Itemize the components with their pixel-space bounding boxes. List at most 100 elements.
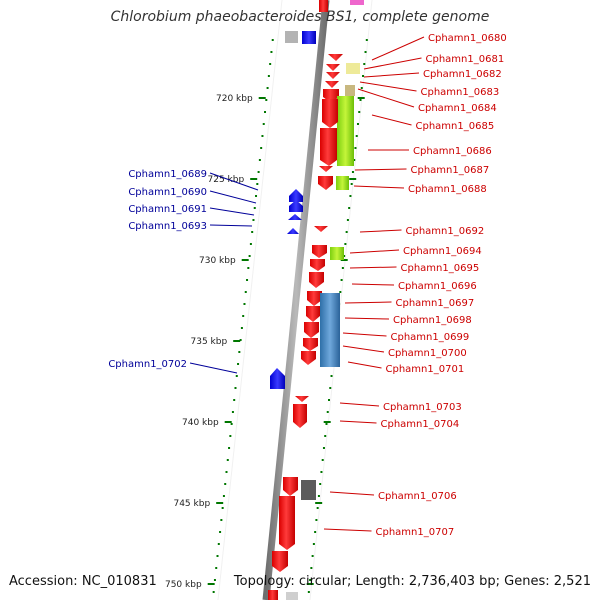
gene-feature-0707[interactable] [279,496,295,550]
gene-feature-steel-block[interactable] [320,293,340,367]
gene-feature-green-long[interactable] [337,96,354,166]
leader-line [209,190,257,204]
label-leaders [189,36,425,532]
gene-feature-partial-bottom[interactable] [268,590,278,600]
gene-labels: Cphamn1_0680 Cphamn1_0681 Cphamn1_0682 Cpha… [108,33,506,538]
leader-line [359,81,417,92]
gene-feature-0688-a[interactable] [319,166,333,172]
gene-feature-0706[interactable] [283,477,298,496]
leader-line [339,402,380,407]
gene-feature-0688[interactable] [318,176,333,190]
gene-label-plus[interactable]: Cphamn1_0704 [381,419,460,430]
leader-line [209,207,255,216]
leader-line [323,528,372,532]
gene-feature-0697[interactable] [307,291,322,306]
gene-label-plus[interactable]: Cphamn1_0700 [388,348,467,359]
scale-tick-right [315,502,323,504]
gene-label-minus[interactable]: Cphamn1_0690 [128,187,207,198]
gene-feature-0681[interactable] [346,63,360,74]
gene-feature-0704[interactable] [293,404,307,428]
scale-tick-right [349,178,357,180]
gene-feature-0683[interactable] [326,72,340,79]
gene-label-plus[interactable]: Cphamn1_0707 [376,527,455,538]
gene-label-minus[interactable]: Cphamn1_0702 [108,359,187,370]
gene-label-plus[interactable]: Cphamn1_0697 [396,298,475,309]
scale-tick-label: 750 kbp [165,580,202,590]
gene-feature-0684[interactable] [325,81,339,88]
gene-feature-0703[interactable] [295,396,309,402]
gene-feature-0680[interactable] [328,54,343,61]
gene-feature-0701[interactable] [301,351,316,365]
gene-feature-0690[interactable] [289,200,303,212]
gene-label-plus[interactable]: Cphamn1_0680 [428,33,507,44]
gene-feature-green-small[interactable] [345,85,355,96]
leader-line [349,266,397,269]
gene-feature-partial-bottom-grey[interactable] [286,592,298,600]
gene-feature-0682[interactable] [326,64,340,71]
gene-feature-0700[interactable] [303,338,318,351]
scale-tick [216,502,224,504]
scale-tick [250,178,258,180]
gene-label-plus[interactable]: Cphamn1_0682 [423,69,502,80]
gene-label-minus[interactable]: Cphamn1_0693 [128,221,207,232]
gene-feature-0691[interactable] [288,214,302,220]
scale-tick-label: 740 kbp [182,418,219,428]
gene-label-plus[interactable]: Cphamn1_0683 [421,87,500,98]
scale-tick-label: 730 kbp [199,256,236,266]
gene-label-plus[interactable]: Cphamn1_0694 [403,246,482,257]
gene-feature-green-short[interactable] [336,176,349,190]
scale-tick-label: 725 kbp [208,175,245,185]
gene-feature-green-0694[interactable] [330,247,344,260]
gene-label-plus[interactable]: Cphamn1_0695 [401,263,480,274]
gene-feature-0687[interactable] [320,128,337,166]
scale-tick-right [306,583,314,585]
gene-feature-0698[interactable] [306,306,320,322]
gene-label-plus[interactable]: Cphamn1_0703 [383,402,462,413]
scale-dots [212,39,368,593]
gene-feature-0699[interactable] [304,322,319,338]
leader-line [353,185,405,189]
scale-tick-right [340,259,348,261]
gene-feature-blue-block[interactable] [302,31,316,44]
gene-label-plus[interactable]: Cphamn1_0698 [393,315,472,326]
leader-line [349,249,400,254]
gene-feature-0694[interactable] [312,245,327,258]
scale-tick [241,259,249,261]
leader-line [344,301,392,304]
gene-feature-grey-0706[interactable] [301,480,316,500]
gene-feature-0696[interactable] [309,272,324,288]
gene-feature-grey-block[interactable] [285,31,298,43]
leader-line [342,345,385,353]
gene-label-plus[interactable]: Cphamn1_0687 [411,165,490,176]
gene-feature-0695[interactable] [310,259,325,271]
gene-label-plus[interactable]: Cphamn1_0681 [426,54,505,65]
gene-label-plus[interactable]: Cphamn1_0684 [418,103,497,114]
gene-label-plus[interactable]: Cphamn1_0701 [386,364,465,375]
gene-feature-0692[interactable] [314,226,328,232]
gene-label-plus[interactable]: Cphamn1_0688 [408,184,487,195]
gene-feature-0707-b[interactable] [272,551,288,572]
scale-tick-label: 745 kbp [173,499,210,509]
gene-label-plus[interactable]: Cphamn1_0692 [406,226,485,237]
gene-feature-0689[interactable] [289,189,303,202]
gene-label-plus[interactable]: Cphamn1_0686 [413,146,492,157]
leader-line [354,168,407,171]
gene-feature-partial-top-pink[interactable] [350,0,364,5]
leader-line [357,88,415,108]
gene-label-minus[interactable]: Cphamn1_0691 [128,204,207,215]
gene-label-plus[interactable]: Cphamn1_0696 [398,281,477,292]
leader-line [339,420,377,424]
leader-line [371,36,425,61]
gene-feature-partial-top[interactable] [319,0,328,12]
gene-label-plus[interactable]: Cphamn1_0685 [416,121,495,132]
gene-label-minus[interactable]: Cphamn1_0689 [128,169,207,180]
gene-label-plus[interactable]: Cphamn1_0706 [378,491,457,502]
strand-guide-left [217,0,283,601]
gene-feature-0702[interactable] [270,368,285,389]
gene-label-plus[interactable]: Cphamn1_0699 [391,332,470,343]
gene-feature-0686[interactable] [322,99,338,128]
gene-feature-0693[interactable] [287,228,299,234]
leader-line [344,317,390,320]
scale-tick [207,583,215,585]
